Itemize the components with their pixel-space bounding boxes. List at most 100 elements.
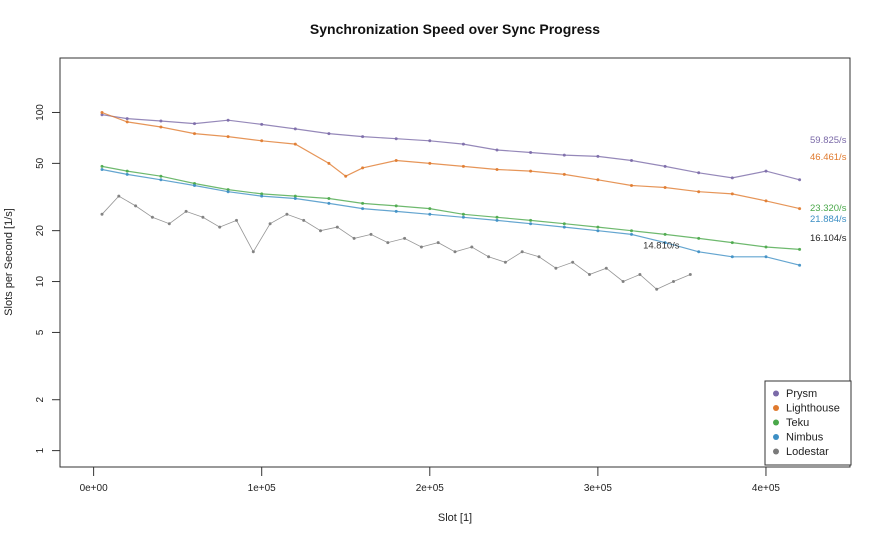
series-nimbus	[100, 168, 802, 267]
legend-label: Lighthouse	[786, 403, 840, 415]
x-tick-label: 0e+00	[80, 483, 109, 494]
data-point	[503, 260, 507, 264]
data-point	[193, 122, 196, 126]
data-point	[150, 215, 154, 219]
data-point	[100, 113, 104, 117]
data-point	[663, 164, 667, 168]
data-point	[554, 266, 558, 270]
data-point	[697, 171, 701, 175]
data-point	[798, 247, 802, 251]
data-point	[260, 122, 264, 126]
data-point	[730, 192, 734, 196]
legend-box	[764, 380, 852, 466]
legend: Prysm Lighthouse Teku Nimbus Lodestar	[764, 380, 852, 466]
data-point	[461, 212, 465, 216]
chart-title: Synchronization Speed over Sync Progress	[310, 21, 600, 37]
data-point	[327, 197, 331, 200]
series-lodestar	[100, 194, 692, 291]
data-point	[529, 151, 533, 154]
data-point	[159, 174, 163, 178]
data-point	[419, 245, 423, 249]
data-point	[461, 164, 465, 168]
data-point	[293, 127, 297, 131]
data-point	[764, 199, 768, 203]
data-point	[159, 178, 163, 182]
y-tick-label: 50	[35, 157, 46, 169]
data-point	[226, 135, 230, 139]
y-tick-label: 100	[35, 104, 46, 121]
data-point	[621, 280, 625, 283]
data-point	[125, 172, 129, 176]
data-point	[251, 250, 255, 254]
data-point	[672, 280, 675, 283]
data-point	[260, 192, 264, 196]
data-point	[134, 204, 138, 208]
data-point	[596, 225, 600, 229]
legend-label: Prysm	[786, 388, 817, 400]
legend-marker	[773, 390, 779, 397]
y-tick-label: 1	[35, 447, 46, 453]
data-point	[470, 245, 474, 249]
legend-marker	[773, 448, 779, 455]
data-point	[352, 236, 356, 240]
data-point	[125, 120, 129, 124]
data-point	[730, 241, 734, 245]
data-point	[386, 241, 390, 245]
data-point	[461, 142, 465, 146]
y-tick-label: 2	[35, 397, 46, 403]
data-point	[260, 139, 264, 143]
data-point	[529, 169, 533, 173]
data-point	[100, 111, 104, 114]
series-line	[101, 114, 800, 181]
data-point	[260, 194, 264, 198]
data-point	[495, 218, 499, 222]
data-point	[100, 168, 104, 171]
data-point	[344, 174, 348, 178]
data-point	[369, 232, 373, 236]
data-point	[327, 132, 331, 136]
data-point	[184, 209, 188, 213]
data-point	[663, 241, 667, 245]
data-point	[193, 184, 196, 187]
data-point	[218, 225, 222, 229]
data-point	[495, 215, 499, 219]
data-point	[798, 263, 802, 267]
data-point	[562, 225, 566, 229]
data-point	[201, 215, 205, 219]
data-point	[764, 245, 768, 249]
series-line	[101, 168, 800, 266]
data-point	[428, 139, 432, 143]
data-point	[596, 178, 600, 182]
data-point	[487, 255, 491, 259]
series-end-label: 59.825/s	[810, 135, 847, 146]
data-point	[596, 154, 600, 158]
data-point	[428, 207, 432, 211]
legend-marker	[773, 419, 779, 426]
series-end-labels: 59.825/s 46.461/s 23.320/s21.884/s 16.104/s…	[643, 135, 847, 252]
data-point	[562, 222, 566, 226]
x-axis-label: Slot [1]	[438, 512, 472, 524]
data-point	[630, 184, 633, 187]
data-point	[293, 197, 297, 200]
data-point	[588, 273, 591, 276]
legend-label: Nimbus	[786, 432, 824, 444]
data-point	[663, 186, 667, 189]
legend-label: Lodestar	[786, 446, 829, 458]
data-point	[193, 132, 196, 136]
data-point	[319, 229, 322, 233]
series-lighthouse	[100, 111, 802, 211]
data-point	[596, 229, 600, 233]
data-point	[562, 172, 566, 176]
data-point	[630, 232, 633, 236]
data-point	[125, 117, 129, 121]
data-point	[798, 207, 802, 211]
data-point	[361, 201, 365, 205]
data-point	[730, 255, 734, 259]
series-end-label: 16.104/s	[810, 233, 847, 244]
data-point	[293, 142, 297, 146]
data-point	[394, 137, 398, 141]
data-point	[663, 232, 667, 236]
data-point	[495, 148, 499, 152]
data-point	[638, 273, 642, 276]
